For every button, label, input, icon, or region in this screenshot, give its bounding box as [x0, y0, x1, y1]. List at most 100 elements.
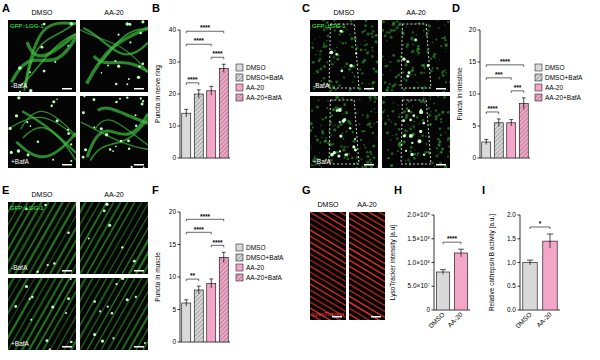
speckle — [346, 29, 347, 30]
legend-label: AA-20+BafA — [246, 274, 283, 281]
speckle — [344, 66, 345, 67]
speckle — [410, 146, 413, 149]
speckle — [440, 151, 442, 153]
speckle — [353, 140, 356, 143]
stain-band — [310, 248, 346, 270]
speckle — [428, 151, 431, 154]
punctum — [337, 154, 340, 157]
stain-band — [349, 272, 385, 294]
speckle — [321, 166, 323, 168]
punctum — [67, 129, 69, 131]
speckle — [427, 29, 429, 31]
punctum — [144, 342, 146, 344]
marks — [523, 234, 557, 310]
myofilament — [136, 278, 148, 350]
speckle — [324, 140, 327, 143]
speckle — [439, 59, 440, 60]
y-tick — [178, 62, 181, 63]
panel-letter: G — [302, 184, 311, 196]
speckle — [359, 123, 361, 125]
speckle — [323, 65, 326, 68]
speckle — [414, 74, 416, 76]
speckle — [412, 105, 413, 106]
punctum — [133, 260, 136, 263]
neurite — [87, 114, 148, 157]
error-bar — [497, 119, 501, 127]
row-label: +BafA — [11, 158, 30, 165]
speckle — [332, 124, 333, 125]
stain-band — [310, 272, 346, 294]
x-tick-label: AA-20 — [535, 310, 553, 328]
error-bar — [184, 300, 188, 307]
punctum — [52, 159, 54, 161]
speckle — [393, 29, 395, 31]
speckle — [345, 42, 347, 44]
speckle — [375, 137, 376, 138]
speckle — [403, 88, 406, 91]
speckle — [336, 151, 339, 154]
bar — [182, 303, 191, 342]
speckle — [333, 56, 335, 58]
y-tick — [178, 94, 181, 95]
neurite — [99, 29, 148, 64]
y-tick — [178, 212, 181, 213]
speckle — [391, 29, 393, 31]
speckle — [447, 127, 450, 130]
legend-swatch — [535, 94, 542, 101]
speckle — [315, 54, 317, 56]
punctum — [29, 298, 31, 300]
speckle — [335, 88, 338, 91]
speckle — [371, 55, 374, 58]
punctum — [67, 297, 70, 300]
punctum — [47, 264, 49, 266]
punctum — [115, 283, 117, 285]
speckle — [386, 131, 389, 134]
speckle — [444, 24, 445, 25]
punctum — [129, 41, 131, 43]
speckle — [426, 50, 429, 53]
legend-label: DMSO+BafA — [246, 254, 284, 261]
speckle — [360, 139, 362, 141]
speckle — [403, 44, 405, 46]
stain-band — [310, 278, 346, 300]
speckle — [434, 166, 436, 168]
panel-letter: C — [302, 2, 310, 14]
punctum — [15, 114, 18, 117]
y-tick-label: 0.0 — [507, 306, 516, 313]
punctum — [403, 134, 406, 137]
punctum — [112, 337, 114, 339]
punctum — [423, 153, 425, 155]
punctum — [67, 132, 70, 135]
punctum — [142, 62, 145, 65]
stain-band — [349, 224, 385, 246]
micrograph — [8, 96, 76, 168]
myofilament — [129, 202, 148, 274]
legend-label: DMSO — [545, 64, 565, 71]
punctum — [126, 83, 128, 85]
stain-band — [349, 260, 385, 282]
speckle — [322, 20, 325, 22]
speckle — [430, 98, 431, 99]
speckle — [440, 121, 442, 123]
speckle — [326, 40, 328, 42]
image-panel-a: ADMSO-BafAGFP::LGG-1+BafAAA-20 — [2, 2, 148, 168]
punctum — [410, 153, 413, 156]
error-bar — [197, 90, 201, 98]
y-tick-label: 1.0×10⁸ — [407, 259, 430, 266]
stain-band — [349, 284, 385, 306]
punctum — [333, 151, 336, 154]
speckle — [382, 29, 384, 32]
punctum — [67, 45, 69, 47]
punctum — [126, 22, 130, 26]
speckle — [319, 54, 321, 56]
speckle — [369, 151, 372, 154]
speckle — [411, 50, 414, 53]
speckle — [402, 134, 403, 135]
punctum — [83, 96, 85, 97]
speckle — [360, 44, 361, 45]
punctum — [43, 70, 46, 73]
speckle — [367, 114, 368, 115]
punctum — [339, 121, 341, 123]
speckle — [324, 43, 326, 45]
scale-bar — [62, 346, 72, 348]
